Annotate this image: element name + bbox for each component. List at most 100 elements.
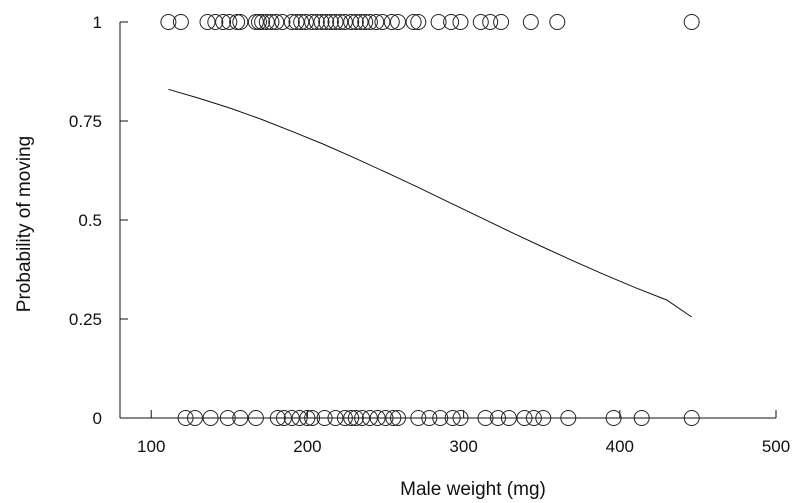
data-point	[522, 14, 539, 30]
data-point	[383, 14, 400, 30]
data-point	[605, 410, 622, 426]
data-point	[500, 410, 517, 426]
data-point	[219, 410, 236, 426]
x-ticks: 100 200 300 400 500	[137, 410, 790, 456]
data-point	[221, 14, 238, 30]
data-point	[430, 14, 447, 30]
data-point	[385, 410, 402, 426]
data-point	[343, 410, 360, 426]
data-point	[291, 410, 308, 426]
fit-layer	[168, 88, 692, 318]
data-point	[477, 410, 494, 426]
data-point	[276, 410, 292, 426]
x-tick-label: 300	[449, 437, 477, 456]
data-point	[274, 14, 291, 30]
data-point	[160, 14, 177, 30]
data-point	[347, 14, 364, 30]
data-point	[352, 14, 369, 30]
data-point	[322, 14, 339, 30]
data-point	[421, 410, 438, 426]
data-point	[187, 410, 203, 426]
data-point	[304, 410, 321, 426]
data-point	[369, 410, 386, 426]
data-point	[332, 14, 349, 30]
y-axis-title: Probability of moving	[14, 136, 35, 312]
data-point	[304, 14, 321, 30]
data-point	[516, 410, 533, 426]
data-point	[327, 14, 344, 30]
data-point	[251, 14, 267, 30]
data-point	[549, 14, 566, 30]
data-point	[202, 410, 219, 426]
data-point	[377, 410, 394, 426]
data-point	[374, 14, 391, 30]
data-point	[254, 14, 271, 30]
data-point	[343, 14, 360, 30]
data-point	[288, 14, 305, 30]
data-point	[525, 410, 542, 426]
data-point	[232, 14, 249, 30]
y-ticks: 0 0.25 0.5 0.75 1	[69, 13, 128, 428]
data-point	[410, 410, 427, 426]
data-point	[444, 410, 461, 426]
data-point	[633, 410, 650, 426]
data-point	[443, 14, 460, 30]
data-point	[318, 14, 335, 30]
y-tick-label: 0	[93, 409, 102, 428]
data-point	[247, 14, 264, 30]
data-point	[269, 410, 286, 426]
data-point	[316, 410, 333, 426]
y-tick-label: 0.5	[78, 211, 102, 230]
data-point	[405, 14, 422, 30]
data-point	[293, 14, 310, 30]
data-point	[452, 14, 469, 30]
data-point	[452, 410, 469, 426]
x-axis-title: Male weight (mg)	[400, 479, 546, 500]
data-point	[268, 14, 285, 30]
data-point	[177, 410, 194, 426]
data-point	[361, 410, 378, 426]
data-point	[368, 14, 385, 30]
data-point	[215, 14, 232, 30]
data-point	[560, 410, 577, 426]
data-point	[313, 14, 330, 30]
points-layer	[160, 14, 700, 426]
data-point	[490, 410, 506, 426]
data-point	[683, 410, 700, 426]
data-point	[283, 410, 300, 426]
data-point	[361, 14, 378, 30]
data-point	[390, 410, 406, 426]
data-point	[299, 410, 316, 426]
y-tick-label: 0.25	[69, 310, 102, 329]
x-tick-label: 200	[293, 437, 321, 456]
data-point	[229, 14, 246, 30]
data-point	[482, 14, 499, 30]
data-point	[354, 410, 371, 426]
data-point	[308, 14, 325, 30]
data-point	[683, 14, 700, 30]
x-tick-label: 400	[606, 437, 634, 456]
data-point	[172, 14, 189, 30]
data-point	[493, 14, 510, 30]
data-point	[390, 14, 406, 30]
data-point	[283, 14, 300, 30]
data-point	[258, 14, 275, 30]
data-point	[472, 14, 489, 30]
axes	[119, 22, 776, 419]
data-point	[432, 410, 449, 426]
fitted-curve	[168, 88, 692, 318]
y-tick-label: 1	[93, 13, 102, 32]
data-point	[207, 14, 224, 30]
data-point	[199, 14, 216, 30]
data-point	[297, 14, 314, 30]
data-point	[357, 14, 374, 30]
data-point	[347, 410, 364, 426]
data-point	[336, 14, 353, 30]
data-point	[263, 14, 280, 30]
data-point	[535, 410, 552, 426]
data-point	[232, 410, 249, 426]
x-tick-label: 500	[762, 437, 790, 456]
data-point	[336, 410, 353, 426]
data-point	[247, 410, 264, 426]
